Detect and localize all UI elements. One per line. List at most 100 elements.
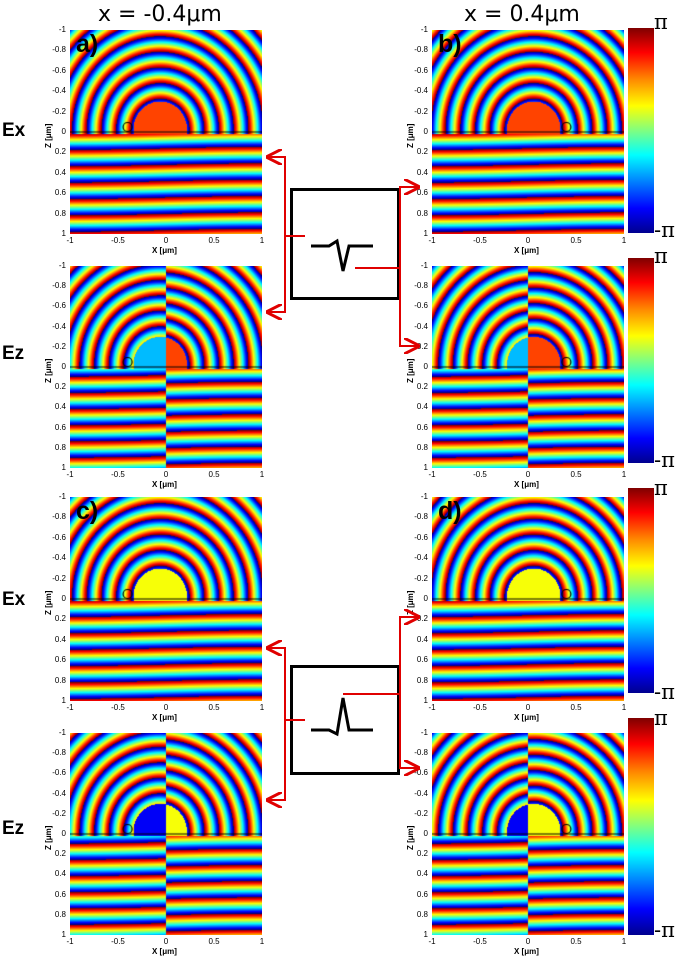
z-tick-label: 0.6 — [54, 655, 66, 665]
field-panel: c) — [70, 497, 262, 701]
x-tick-label: 0.5 — [208, 937, 220, 946]
x-tick-label: -1 — [428, 703, 436, 712]
z-tick-label: 0.4 — [416, 402, 428, 412]
z-tick-label: 0 — [61, 829, 66, 838]
z-tick-label: 0.4 — [54, 634, 66, 644]
z-tick-label: -1 — [420, 25, 428, 34]
z-tick-label: 0.8 — [416, 675, 428, 685]
z-tick-label: -0.6 — [414, 768, 428, 778]
z-tick-label: -0.6 — [52, 301, 66, 311]
z-tick-label: 0.2 — [54, 849, 66, 859]
z-tick-label: 0.2 — [416, 849, 428, 859]
z-tick-label: 0.8 — [416, 442, 428, 452]
z-tick-label: -1 — [420, 728, 428, 737]
z-axis-label: Z [μm] — [44, 590, 53, 615]
z-tick-label: -0.6 — [414, 532, 428, 542]
phase-map — [70, 733, 262, 935]
z-tick-label: -0.2 — [414, 341, 428, 351]
z-tick-label: 0 — [423, 127, 428, 136]
colorbar-d-bottom-label: -π — [654, 918, 675, 942]
pulse-dip-icon — [311, 238, 373, 272]
z-axis-label: Z [μm] — [406, 825, 415, 850]
z-axis-label: Z [μm] — [44, 825, 53, 850]
z-tick-label: -0.6 — [52, 768, 66, 778]
x-tick-label: 0 — [525, 937, 531, 946]
x-tick-label: -1 — [428, 236, 436, 245]
x-tick-label: -1 — [66, 937, 74, 946]
field-panel: d) — [432, 497, 624, 701]
z-tick-label: -0.2 — [52, 808, 66, 818]
panel-letter: c) — [76, 497, 99, 525]
z-axis-label: Z [μm] — [406, 358, 415, 383]
z-tick-label: 1 — [423, 229, 428, 238]
x-tick-label: 0.5 — [570, 236, 582, 245]
z-tick-label: 0 — [61, 594, 66, 603]
z-tick-label: -0.2 — [414, 106, 428, 116]
x-axis-label: X [μm] — [514, 480, 539, 489]
z-tick-label: -0.8 — [52, 748, 66, 758]
z-tick-label: -0.4 — [52, 321, 66, 331]
z-tick-label: 0 — [423, 829, 428, 838]
row-label-ex-bottom: Ex — [2, 589, 26, 610]
field-panel — [432, 266, 624, 468]
z-tick-label: 0.8 — [416, 208, 428, 218]
z-tick-label: -0.8 — [414, 45, 428, 55]
x-axis-label: X [μm] — [152, 947, 177, 956]
x-tick-label: 0 — [163, 236, 169, 245]
z-tick-label: -0.8 — [52, 281, 66, 291]
z-tick-label: 0.6 — [54, 422, 66, 432]
z-tick-label: -0.4 — [414, 86, 428, 96]
phase-map — [70, 30, 262, 234]
z-tick-label: -0.6 — [52, 532, 66, 542]
z-tick-label: -0.2 — [414, 808, 428, 818]
z-tick-label: 0.8 — [54, 442, 66, 452]
field-panel — [432, 733, 624, 935]
x-tick-label: 0.5 — [208, 470, 220, 479]
z-tick-label: -0.8 — [414, 748, 428, 758]
z-axis-label: Z [μm] — [44, 123, 53, 148]
colorbar-b-bottom-label: -π — [654, 448, 675, 472]
z-tick-label: 1 — [61, 229, 66, 238]
phase-map — [70, 497, 262, 701]
z-tick-label: 0.6 — [416, 422, 428, 432]
z-tick-label: 1 — [423, 696, 428, 705]
z-tick-label: -1 — [58, 261, 66, 270]
x-tick-label: 1 — [259, 703, 265, 712]
z-tick-label: 0 — [423, 594, 428, 603]
x-axis-label: X [μm] — [514, 947, 539, 956]
z-tick-label: -0.2 — [414, 573, 428, 583]
z-tick-label: 0.8 — [54, 675, 66, 685]
x-tick-label: -1 — [66, 236, 74, 245]
panel-letter: d) — [438, 497, 462, 525]
x-tick-label: 1 — [621, 236, 627, 245]
z-tick-label: 1 — [61, 930, 66, 939]
z-tick-label: -0.8 — [52, 45, 66, 55]
phase-map — [432, 497, 624, 701]
x-tick-label: -1 — [428, 470, 436, 479]
z-tick-label: 0.6 — [416, 889, 428, 899]
x-tick-label: -0.5 — [473, 470, 487, 479]
z-axis-label: Z [μm] — [406, 123, 415, 148]
z-tick-label: -1 — [420, 261, 428, 270]
x-tick-label: 0 — [525, 236, 531, 245]
z-tick-label: -0.6 — [414, 301, 428, 311]
colorbar-b — [628, 258, 654, 463]
z-tick-label: 0.6 — [416, 188, 428, 198]
colorbar-c-top-label: π — [654, 476, 668, 500]
z-tick-label: 0.2 — [416, 614, 428, 624]
colorbar-d-top-label: π — [654, 706, 668, 730]
field-panel: b) — [432, 30, 624, 234]
x-tick-label: 0.5 — [208, 236, 220, 245]
z-tick-label: 0.4 — [54, 167, 66, 177]
x-tick-label: -0.5 — [473, 236, 487, 245]
z-tick-label: -1 — [420, 492, 428, 501]
field-panel — [70, 266, 262, 468]
z-tick-label: 0.6 — [416, 655, 428, 665]
x-tick-label: -1 — [428, 937, 436, 946]
z-tick-label: 0.2 — [54, 382, 66, 392]
x-tick-label: 0.5 — [570, 937, 582, 946]
x-axis-label: X [μm] — [152, 246, 177, 255]
phase-map — [432, 266, 624, 468]
column-title-left: x = -0.4μm — [98, 2, 222, 27]
z-tick-label: -1 — [58, 492, 66, 501]
